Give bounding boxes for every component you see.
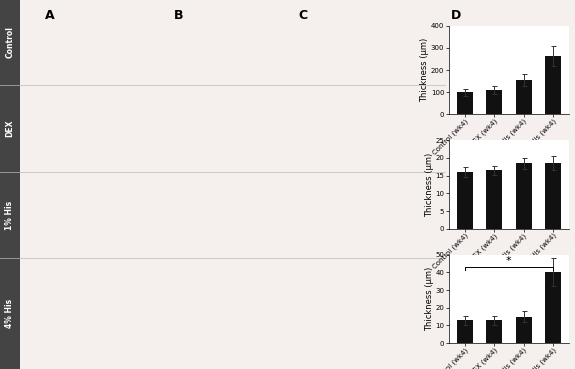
Bar bbox=[486, 90, 502, 114]
Y-axis label: Thickness (μm): Thickness (μm) bbox=[420, 38, 430, 102]
Y-axis label: Thickness (μm): Thickness (μm) bbox=[425, 152, 434, 217]
Text: DEX: DEX bbox=[5, 120, 14, 137]
Bar bbox=[545, 56, 561, 114]
Bar bbox=[457, 172, 473, 229]
Bar bbox=[516, 163, 532, 229]
Text: 1% His: 1% His bbox=[5, 200, 14, 230]
Text: D: D bbox=[451, 9, 462, 22]
Bar bbox=[457, 92, 473, 114]
Text: A: A bbox=[45, 9, 54, 22]
Bar bbox=[545, 163, 561, 229]
Text: C: C bbox=[298, 9, 308, 22]
Y-axis label: Thickness (μm): Thickness (μm) bbox=[425, 267, 434, 331]
FancyBboxPatch shape bbox=[0, 258, 20, 369]
Text: *: * bbox=[506, 256, 512, 266]
Bar bbox=[486, 320, 502, 343]
Text: Control: Control bbox=[5, 27, 14, 58]
Text: B: B bbox=[174, 9, 183, 22]
Bar bbox=[516, 80, 532, 114]
X-axis label: TM thickness: TM thickness bbox=[480, 160, 538, 169]
Bar bbox=[545, 272, 561, 343]
Bar bbox=[457, 320, 473, 343]
FancyBboxPatch shape bbox=[0, 172, 20, 258]
FancyBboxPatch shape bbox=[0, 85, 20, 172]
Text: 4% His: 4% His bbox=[5, 299, 14, 328]
FancyBboxPatch shape bbox=[0, 0, 20, 85]
Bar bbox=[486, 170, 502, 229]
Bar bbox=[516, 317, 532, 343]
X-axis label: Mucosal thickness: Mucosal thickness bbox=[467, 275, 550, 283]
